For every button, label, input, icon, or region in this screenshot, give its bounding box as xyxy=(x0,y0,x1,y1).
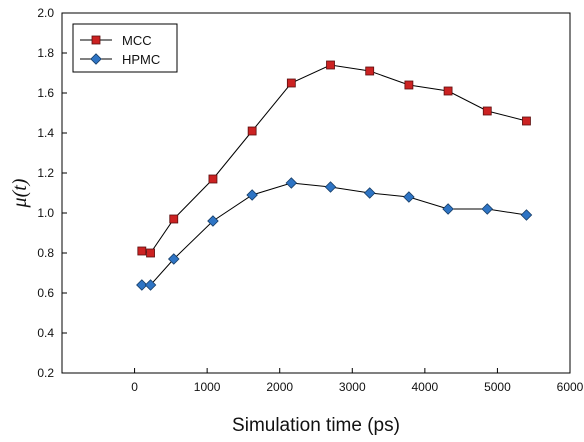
y-tick-label: 1.0 xyxy=(37,206,54,220)
data-point-mcc xyxy=(365,66,375,76)
x-tick-label: 1000 xyxy=(194,380,221,394)
series-mcc xyxy=(137,60,531,258)
y-tick-label: 0.8 xyxy=(37,246,54,260)
data-point-mcc xyxy=(522,116,531,126)
data-point-mcc xyxy=(208,174,218,184)
data-point-mcc xyxy=(169,214,179,224)
data-point-mcc xyxy=(443,86,453,96)
series-line-mcc xyxy=(141,64,527,254)
x-tick-label: 2000 xyxy=(266,380,293,394)
y-tick-label: 1.6 xyxy=(37,86,54,100)
data-point-hpmc xyxy=(363,187,376,199)
data-point-mcc xyxy=(286,78,296,88)
legend-label-hpmc: HPMC xyxy=(122,52,160,67)
data-point-mcc xyxy=(146,248,155,258)
y-tick-label: 1.8 xyxy=(37,46,54,60)
series-hpmc xyxy=(136,177,533,291)
data-point-hpmc xyxy=(167,253,180,265)
legend: MCC HPMC xyxy=(72,23,178,73)
data-point-mcc xyxy=(137,246,147,256)
data-point-mcc xyxy=(404,80,414,90)
data-point-hpmc xyxy=(324,181,337,193)
y-tick-label: 2.0 xyxy=(37,6,54,20)
series-layer xyxy=(136,60,533,291)
data-point-hpmc xyxy=(403,191,415,203)
x-axis-title: Simulation time (ps) xyxy=(232,415,400,436)
y-axis-ticks: 0.2 0.4 0.6 0.8 1.0 1.2 1.4 1.6 1.8 2.0 xyxy=(37,6,67,380)
y-tick-label: 0.4 xyxy=(37,326,54,340)
x-axis-ticks: 0 1000 2000 3000 4000 5000 6000 xyxy=(131,368,584,394)
x-tick-label: 6000 xyxy=(557,380,584,394)
x-tick-label: 0 xyxy=(131,380,138,394)
legend-label-mcc: MCC xyxy=(122,33,152,48)
series-line-hpmc xyxy=(141,182,527,286)
x-tick-label: 4000 xyxy=(412,380,439,394)
data-point-hpmc xyxy=(520,209,533,221)
data-point-hpmc xyxy=(136,279,148,291)
y-axis-title: μ(t) xyxy=(9,178,31,208)
legend-marker-mcc xyxy=(91,35,101,45)
y-tick-label: 0.2 xyxy=(37,366,54,380)
y-tick-label: 1.4 xyxy=(37,126,54,140)
data-point-hpmc xyxy=(481,203,494,215)
data-point-hpmc xyxy=(144,279,157,291)
data-point-mcc xyxy=(326,60,335,70)
data-point-hpmc xyxy=(246,189,258,201)
x-tick-label: 5000 xyxy=(484,380,511,394)
data-point-mcc xyxy=(482,106,492,116)
data-point-mcc xyxy=(247,126,257,136)
legend-box xyxy=(72,23,178,73)
y-tick-label: 1.2 xyxy=(37,166,54,180)
plot-area xyxy=(61,12,571,374)
data-point-hpmc xyxy=(207,215,219,227)
data-point-hpmc xyxy=(285,177,298,189)
legend-marker-hpmc xyxy=(90,53,102,65)
data-point-hpmc xyxy=(442,203,454,215)
y-tick-label: 0.6 xyxy=(37,286,54,300)
x-tick-label: 3000 xyxy=(339,380,366,394)
